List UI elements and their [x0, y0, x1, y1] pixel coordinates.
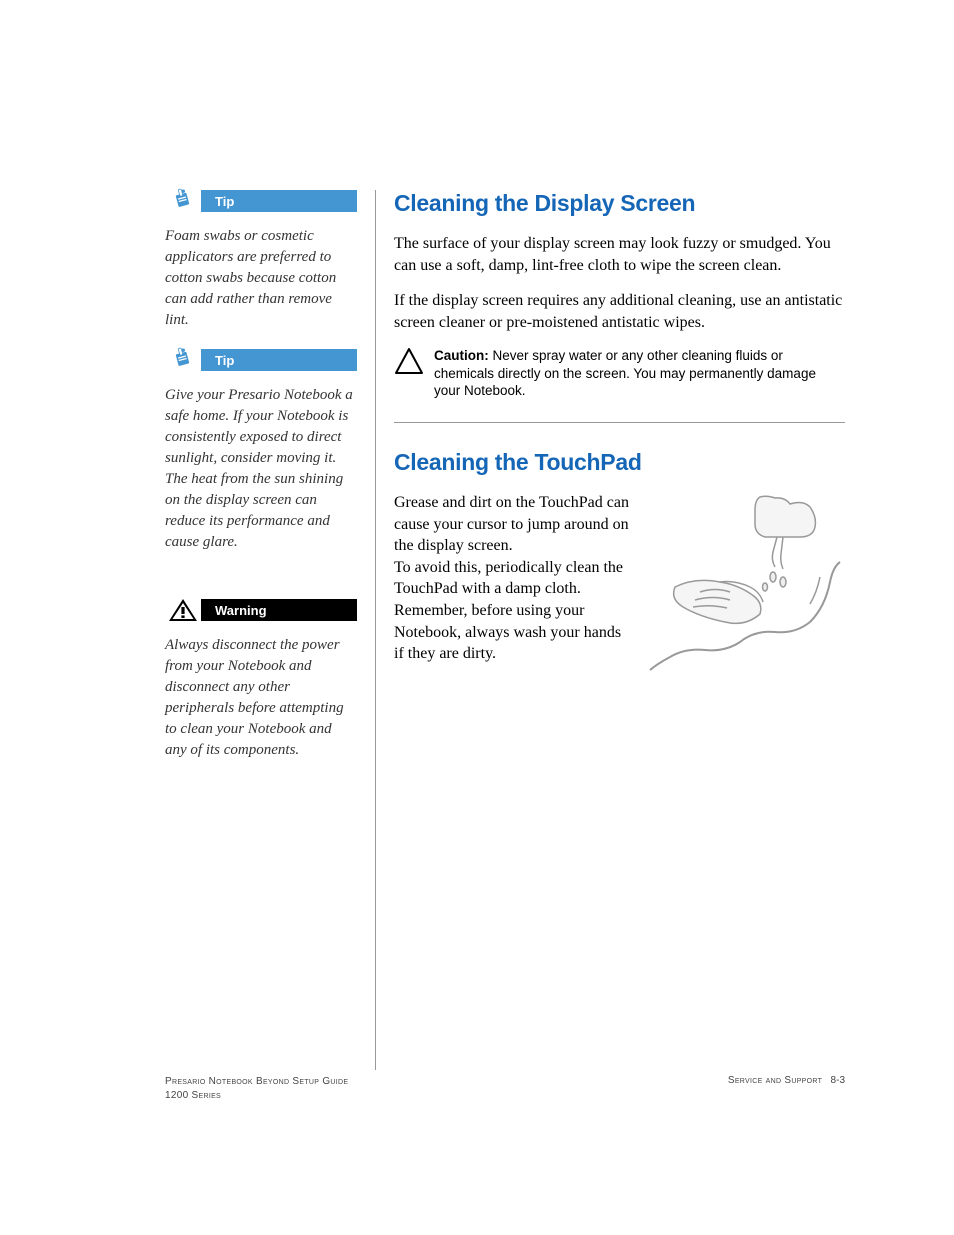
heading-display-screen: Cleaning the Display Screen: [394, 190, 845, 217]
caution-triangle-icon: [394, 347, 426, 380]
warning-label-box: Warning: [201, 599, 357, 621]
page-content: Tip Foam swabs or cosmetic applicators a…: [165, 190, 845, 1070]
tip-label: Tip: [215, 353, 234, 368]
tip-label-box: Tip: [201, 190, 357, 212]
tip-callout-1-header: Tip: [165, 190, 357, 212]
footer-series: 1200 Series: [165, 1090, 221, 1101]
section1-para2: If the display screen requires any addit…: [394, 290, 845, 333]
tip-label: Tip: [215, 194, 234, 209]
page-footer: Presario Notebook Beyond Setup Guide 120…: [165, 1069, 845, 1103]
section2-para: Grease and dirt on the TouchPad can caus…: [394, 492, 633, 665]
warning-body: Always disconnect the power from your No…: [165, 635, 357, 761]
warning-triangle-icon: [165, 599, 201, 621]
pin-icon: [165, 190, 201, 212]
footer-page-number: 8-3: [831, 1075, 845, 1086]
footer-right: Service and Support 8-3: [728, 1075, 845, 1103]
caution-body: Never spray water or any other cleaning …: [434, 348, 816, 398]
section1-para1: The surface of your display screen may l…: [394, 233, 845, 276]
sidebar: Tip Foam swabs or cosmetic applicators a…: [165, 190, 375, 1070]
footer-guide-title: Presario Notebook Beyond Setup Guide: [165, 1076, 348, 1087]
warning-callout-header: Warning: [165, 599, 357, 621]
touchpad-section: Grease and dirt on the TouchPad can caus…: [394, 492, 845, 679]
warning-label: Warning: [215, 603, 267, 618]
section-divider: [394, 422, 845, 423]
tip-label-box: Tip: [201, 349, 357, 371]
touchpad-text-column: Grease and dirt on the TouchPad can caus…: [394, 492, 645, 679]
caution-text: Caution: Never spray water or any other …: [434, 347, 845, 400]
pin-icon: [165, 349, 201, 371]
caution-label: Caution:: [434, 348, 489, 363]
tip-1-body: Foam swabs or cosmetic applicators are p…: [165, 226, 357, 331]
tip-callout-2-header: Tip: [165, 349, 357, 371]
main-column: Cleaning the Display Screen The surface …: [375, 190, 845, 1070]
tip-2-body: Give your Presario Notebook a safe home.…: [165, 385, 357, 553]
heading-touchpad: Cleaning the TouchPad: [394, 449, 845, 476]
caution-block: Caution: Never spray water or any other …: [394, 347, 845, 400]
washing-hands-illustration: [645, 492, 845, 679]
footer-section-name: Service and Support: [728, 1075, 822, 1086]
footer-left: Presario Notebook Beyond Setup Guide 120…: [165, 1075, 348, 1103]
